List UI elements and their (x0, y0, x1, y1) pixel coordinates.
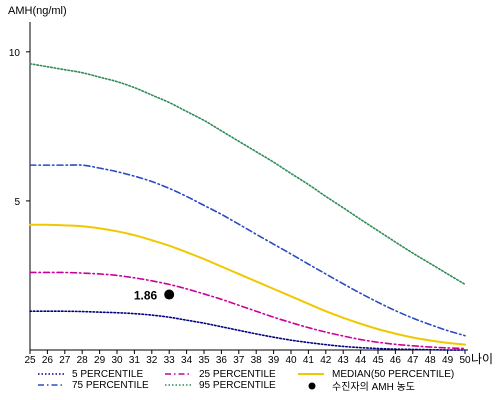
x-tick-label: 30 (111, 355, 123, 366)
series-line-median-50-percentile (29, 223, 466, 346)
series-line-75-percentile (29, 164, 466, 337)
x-tick-label: 25 (24, 355, 36, 366)
legend-label: 95 PERCENTILE (199, 380, 276, 391)
x-tick-label: 42 (320, 355, 332, 366)
x-tick-label: 38 (251, 355, 263, 366)
x-tick-label: 33 (164, 355, 176, 366)
y-tick-label: 5 (14, 197, 20, 208)
series-line-25-percentile (29, 271, 466, 350)
x-tick-label: 35 (198, 355, 210, 366)
patient-amh-point (164, 289, 175, 300)
x-axis-label: 나이 (471, 352, 493, 366)
x-tick-label: 48 (425, 355, 437, 366)
legend-label: 수진자의 AMH 농도 (332, 381, 415, 393)
legend-label: 5 PERCENTILE (72, 369, 143, 380)
x-tick-label: 47 (407, 355, 419, 366)
x-tick-label: 40 (285, 355, 297, 366)
y-axis-label: AMH(ng/ml) (8, 5, 67, 17)
x-tick-label: 27 (59, 355, 71, 366)
x-tick-label: 28 (77, 355, 89, 366)
x-tick-label: 37 (233, 355, 245, 366)
legend-marker (308, 382, 316, 390)
x-tick-label: 31 (129, 355, 141, 366)
x-tick-label: 43 (338, 355, 350, 366)
legend-label: 75 PERCENTILE (72, 380, 149, 391)
x-tick-label: 41 (303, 355, 315, 366)
x-tick-label: 34 (181, 355, 193, 366)
x-tick-label: 29 (94, 355, 106, 366)
y-tick-label: 10 (9, 48, 21, 59)
x-tick-label: 50 (459, 355, 471, 366)
legend-label: MEDIAN(50 PERCENTILE) (332, 369, 454, 380)
x-tick-label: 45 (372, 355, 384, 366)
legend-label: 25 PERCENTILE (199, 369, 276, 380)
x-tick-label: 32 (146, 355, 158, 366)
x-tick-label: 36 (216, 355, 228, 366)
x-tick-label: 44 (355, 355, 367, 366)
x-tick-label: 26 (42, 355, 54, 366)
x-tick-label: 39 (268, 355, 280, 366)
x-tick-label: 49 (442, 355, 454, 366)
patient-amh-value-label: 1.86 (134, 289, 158, 303)
series-line-5-percentile (29, 310, 466, 351)
x-tick-label: 46 (390, 355, 402, 366)
series-line-95-percentile (29, 62, 466, 286)
